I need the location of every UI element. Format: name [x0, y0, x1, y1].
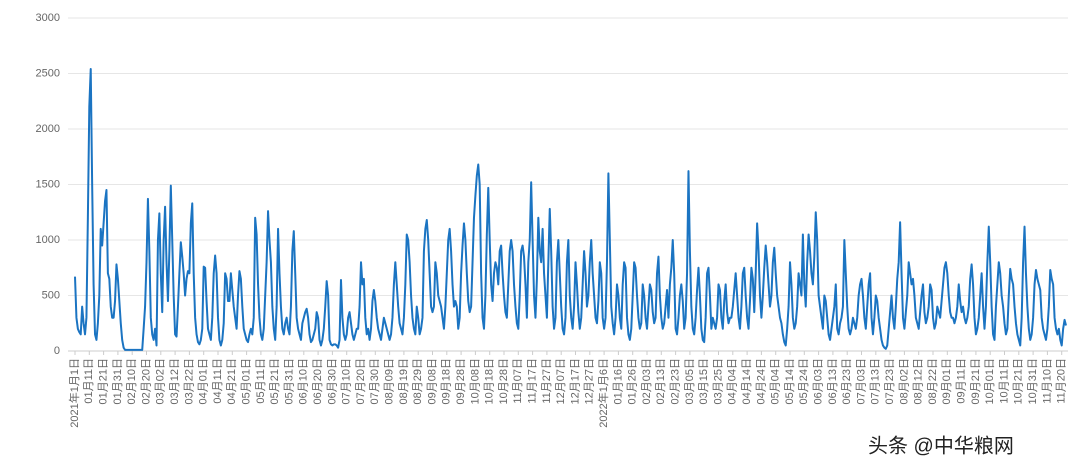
x-tick-label: 10月31日 — [1027, 358, 1039, 404]
x-tick-label: 09月08日 — [426, 358, 438, 404]
x-tick-label: 03月15日 — [698, 358, 710, 404]
x-tick-label: 06月13日 — [827, 358, 839, 404]
y-tick-label: 3000 — [36, 12, 60, 24]
x-tick-label: 11月07日 — [512, 358, 524, 404]
x-tick-label: 06月20日 — [312, 358, 324, 404]
x-tick-label: 03月02日 — [155, 358, 167, 404]
y-tick-label: 2000 — [36, 123, 60, 135]
x-tick-label: 12月27日 — [584, 358, 596, 404]
x-tick-label: 04月14日 — [741, 358, 753, 404]
x-tick-label: 01月11日 — [83, 358, 95, 404]
y-tick-label: 0 — [54, 345, 60, 357]
x-tick-label: 05月04日 — [770, 358, 782, 404]
x-tick-label: 10月11日 — [998, 358, 1010, 404]
x-tick-label: 10月18日 — [484, 358, 496, 404]
x-tick-label: 11月20日 — [1056, 358, 1068, 404]
x-tick-label: 07月30日 — [369, 358, 381, 404]
x-tick-label: 04月24日 — [755, 358, 767, 404]
x-tick-label: 10月28日 — [498, 358, 510, 404]
x-tick-label: 08月22日 — [927, 358, 939, 404]
data-line — [74, 68, 1067, 351]
x-tick-label: 07月10日 — [341, 358, 353, 404]
x-tick-label: 02月03日 — [641, 358, 653, 404]
x-tick-label: 05月11日 — [255, 358, 267, 404]
x-tick-label: 05月14日 — [784, 358, 796, 404]
x-tick-label: 02月20日 — [140, 358, 152, 404]
x-tick-label: 06月30日 — [326, 358, 338, 404]
x-tick-label: 08月29日 — [412, 358, 424, 404]
x-tick-label: 01月16日 — [612, 358, 624, 404]
x-tick-label: 10月08日 — [469, 358, 481, 404]
x-tick-label: 07月03日 — [855, 358, 867, 404]
x-tick-label: 08月12日 — [913, 358, 925, 404]
x-tick-label: 10月21日 — [1013, 358, 1025, 404]
x-tick-label: 03月22日 — [183, 358, 195, 404]
x-tick-label: 06月10日 — [298, 358, 310, 404]
x-tick-label: 09月11日 — [956, 358, 968, 404]
x-tick-label: 01月21日 — [98, 358, 110, 404]
y-tick-label: 500 — [42, 289, 60, 301]
x-tick-label: 02月10日 — [126, 358, 138, 404]
x-tick-label: 05月24日 — [798, 358, 810, 404]
x-tick-label: 08月02日 — [898, 358, 910, 404]
x-tick-label: 2022年1月6日 — [596, 358, 610, 428]
y-tick-label: 1000 — [36, 234, 60, 246]
x-tick-label: 07月23日 — [884, 358, 896, 404]
y-tick-label: 2500 — [36, 67, 60, 79]
x-tick-label: 12月07日 — [555, 358, 567, 404]
x-tick-label: 04月11日 — [212, 358, 224, 404]
x-tick-label: 06月23日 — [841, 358, 853, 404]
x-tick-label: 01月31日 — [112, 358, 124, 404]
x-tick-label: 02月23日 — [670, 358, 682, 404]
x-tick-label: 06月03日 — [813, 358, 825, 404]
x-tick-label: 11月17日 — [527, 358, 539, 404]
x-tick-label: 11月10日 — [1041, 358, 1053, 404]
x-tick-label: 04月21日 — [226, 358, 238, 404]
x-tick-label: 02月13日 — [655, 358, 667, 404]
x-tick-label: 05月01日 — [241, 358, 253, 404]
x-tick-label: 09月18日 — [441, 358, 453, 404]
x-tick-label: 03月05日 — [684, 358, 696, 404]
x-tick-label: 10月01日 — [984, 358, 996, 404]
x-tick-label: 07月13日 — [870, 358, 882, 404]
x-tick-label: 05月31日 — [283, 358, 295, 404]
x-tick-label: 2021年1月1日 — [67, 358, 81, 428]
x-tick-label: 09月01日 — [941, 358, 953, 404]
x-tick-label: 01月26日 — [627, 358, 639, 404]
x-tick-label: 08月19日 — [398, 358, 410, 404]
x-tick-label: 07月20日 — [355, 358, 367, 404]
x-tick-label: 03月25日 — [712, 358, 724, 404]
x-tick-label: 04月01日 — [198, 358, 210, 404]
x-tick-label: 04月04日 — [727, 358, 739, 404]
x-tick-label: 09月21日 — [970, 358, 982, 404]
x-tick-label: 12月17日 — [569, 358, 581, 404]
x-tick-label: 09月28日 — [455, 358, 467, 404]
watermark: 头条 @中华粮网 — [868, 434, 1014, 457]
x-tick-label: 11月27日 — [541, 358, 553, 404]
x-tick-label: 08月09日 — [384, 358, 396, 404]
x-tick-label: 03月12日 — [169, 358, 181, 404]
y-tick-label: 1500 — [36, 178, 60, 190]
x-tick-label: 05月21日 — [269, 358, 281, 404]
